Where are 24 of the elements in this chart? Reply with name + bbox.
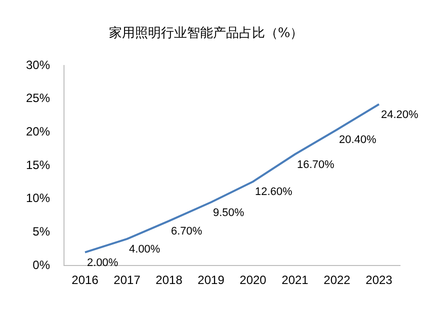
x-tick-label: 2020 (240, 273, 267, 288)
data-label: 4.00% (129, 243, 160, 256)
x-tick-label: 2021 (282, 273, 309, 288)
chart-title: 家用照明行业智能产品占比（%） (108, 25, 304, 42)
data-label: 9.50% (213, 206, 244, 219)
data-label: 24.20% (381, 108, 419, 121)
data-label: 2.00% (87, 256, 118, 269)
x-tick-label: 2016 (72, 273, 99, 288)
y-tick-label: 15% (26, 158, 50, 172)
y-tick-label: 30% (26, 58, 50, 72)
y-tick-label: 10% (26, 191, 50, 206)
data-label: 12.60% (255, 186, 293, 198)
x-tick-label: 2017 (114, 273, 141, 288)
x-tick-label: 2018 (156, 273, 183, 288)
y-tick-label: 20% (26, 124, 50, 139)
y-tick-label: 5% (32, 224, 50, 239)
x-tick-label: 2019 (198, 273, 225, 288)
data-label: 6.70% (171, 225, 202, 238)
x-tick-label: 2022 (324, 273, 351, 288)
y-tick-label: 25% (26, 91, 50, 106)
y-tick-label: 0% (32, 258, 50, 272)
x-tick-label: 2023 (366, 273, 393, 288)
data-label: 20.40% (339, 134, 377, 146)
data-label: 16.70% (297, 158, 335, 171)
